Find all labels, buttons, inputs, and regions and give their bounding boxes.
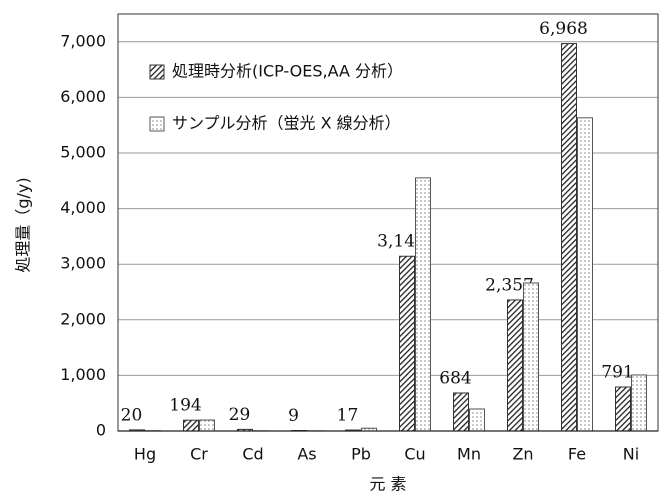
x-tick-label: As bbox=[297, 445, 316, 464]
bar bbox=[453, 392, 469, 432]
legend-swatch bbox=[149, 64, 165, 80]
y-tick-label: 2,000 bbox=[60, 309, 106, 328]
y-axis-title: 処理量（g/y) bbox=[14, 177, 33, 272]
y-tick-label: 3,000 bbox=[60, 254, 106, 273]
data-label: 684 bbox=[439, 368, 471, 388]
legend-swatch bbox=[149, 116, 165, 132]
data-label: 194 bbox=[169, 396, 201, 416]
y-tick-label: 6,000 bbox=[60, 87, 106, 106]
data-label: 791 bbox=[601, 363, 633, 383]
x-axis-title: 元 素 bbox=[369, 475, 406, 494]
data-label: 6,968 bbox=[539, 19, 588, 39]
legend-label: サンプル分析（蛍光 X 線分析） bbox=[172, 114, 401, 133]
bar bbox=[199, 419, 215, 432]
y-tick-label: 4,000 bbox=[60, 198, 106, 217]
bar bbox=[561, 43, 577, 432]
bar bbox=[577, 117, 593, 432]
y-tick-label: 0 bbox=[96, 421, 106, 440]
y-tick-label: 1,000 bbox=[60, 365, 106, 384]
x-tick-label: Cr bbox=[190, 445, 208, 464]
x-tick-label: Pb bbox=[351, 445, 371, 464]
data-label: 3,143 bbox=[377, 232, 426, 252]
x-tick-label: Hg bbox=[134, 445, 156, 464]
data-label: 29 bbox=[229, 405, 251, 425]
x-tick-label: Cu bbox=[404, 445, 425, 464]
bar bbox=[183, 419, 199, 432]
bar bbox=[507, 299, 523, 432]
bar bbox=[415, 177, 431, 432]
bar bbox=[615, 386, 631, 432]
data-label: 9 bbox=[288, 406, 299, 426]
x-tick-label: Fe bbox=[568, 445, 586, 464]
y-tick-label: 7,000 bbox=[60, 31, 106, 50]
data-label: 17 bbox=[337, 406, 359, 426]
y-tick-label: 5,000 bbox=[60, 143, 106, 162]
legend-label: 処理時分析(ICP-OES,AA 分析） bbox=[172, 62, 403, 81]
x-tick-label: Mn bbox=[457, 445, 481, 464]
bar bbox=[469, 408, 485, 432]
data-label: 2,357 bbox=[485, 275, 534, 295]
bar bbox=[631, 374, 647, 432]
x-tick-label: Zn bbox=[512, 445, 533, 464]
x-tick-label: Ni bbox=[623, 445, 639, 464]
data-label: 20 bbox=[121, 405, 143, 425]
x-tick-label: Cd bbox=[242, 445, 263, 464]
bar bbox=[399, 255, 415, 432]
bar bbox=[523, 282, 539, 432]
